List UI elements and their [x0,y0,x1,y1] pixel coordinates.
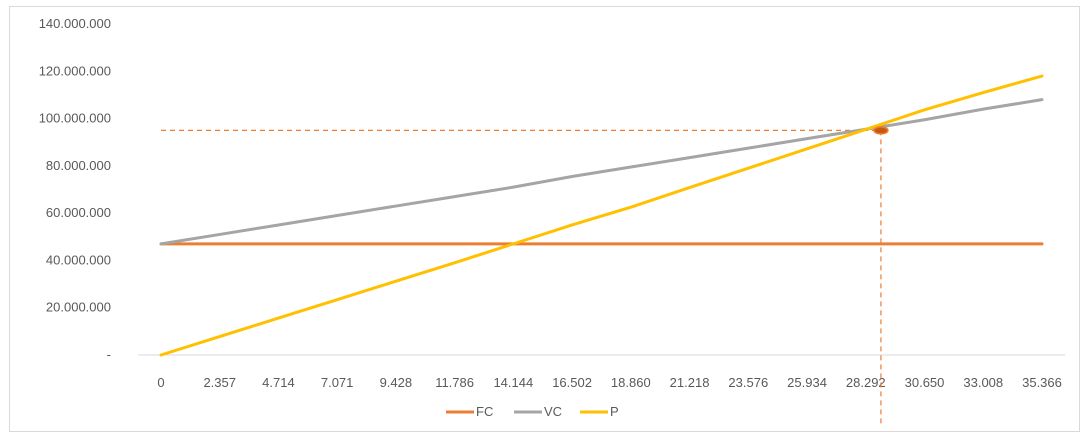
x-tick-label: 16.502 [552,375,592,390]
break-even-guides [161,129,882,425]
y-tick-label: 40.000.000 [46,252,111,267]
series-line-p [159,74,1044,357]
x-tick-label: 30.650 [905,375,945,390]
legend-item-fc: FC [446,404,493,419]
x-tick-label: 2.357 [203,375,236,390]
legend: FC VC P [446,404,619,419]
x-tick-label: 14.144 [493,375,533,390]
y-axis-ticks: - 20.000.000 40.000.000 60.000.000 80.000.00… [39,16,111,362]
legend-label: FC [476,404,493,419]
x-tick-label: 21.218 [670,375,710,390]
x-tick-label: 11.786 [435,375,474,390]
series-lines [159,74,1044,357]
x-tick-label: 25.934 [787,375,827,390]
y-tick-label: 120.000.000 [39,63,111,78]
x-tick-label: 33.008 [963,375,1003,390]
y-tick-label: 20.000.000 [46,300,111,315]
x-tick-label: 23.576 [728,375,768,390]
chart-frame [9,6,1080,432]
x-tick-label: 0 [157,375,164,390]
y-tick-label: 60.000.000 [46,205,111,220]
x-tick-label: 35.366 [1022,375,1062,390]
y-tick-label: 140.000.000 [39,16,111,31]
x-tick-label: 9.428 [380,375,413,390]
break-even-marker [873,126,889,135]
y-tick-label: 80.000.000 [46,158,111,173]
legend-item-p: P [580,404,619,419]
y-tick-label: - [107,347,111,362]
break-even-marker-group [873,126,889,135]
x-tick-label: 4.714 [262,375,295,390]
x-tick-label: 28.292 [846,375,886,390]
y-tick-label: 100.000.000 [39,111,111,126]
series-line-vc [159,98,1044,246]
legend-item-vc: VC [514,404,562,419]
x-axis-ticks: 0 2.357 4.714 7.071 9.428 11.786 14.144 16.502 1… [157,375,1062,390]
legend-label: VC [544,404,562,419]
legend-label: P [610,404,619,419]
x-tick-label: 7.071 [321,375,354,390]
x-tick-label: 18.860 [611,375,651,390]
